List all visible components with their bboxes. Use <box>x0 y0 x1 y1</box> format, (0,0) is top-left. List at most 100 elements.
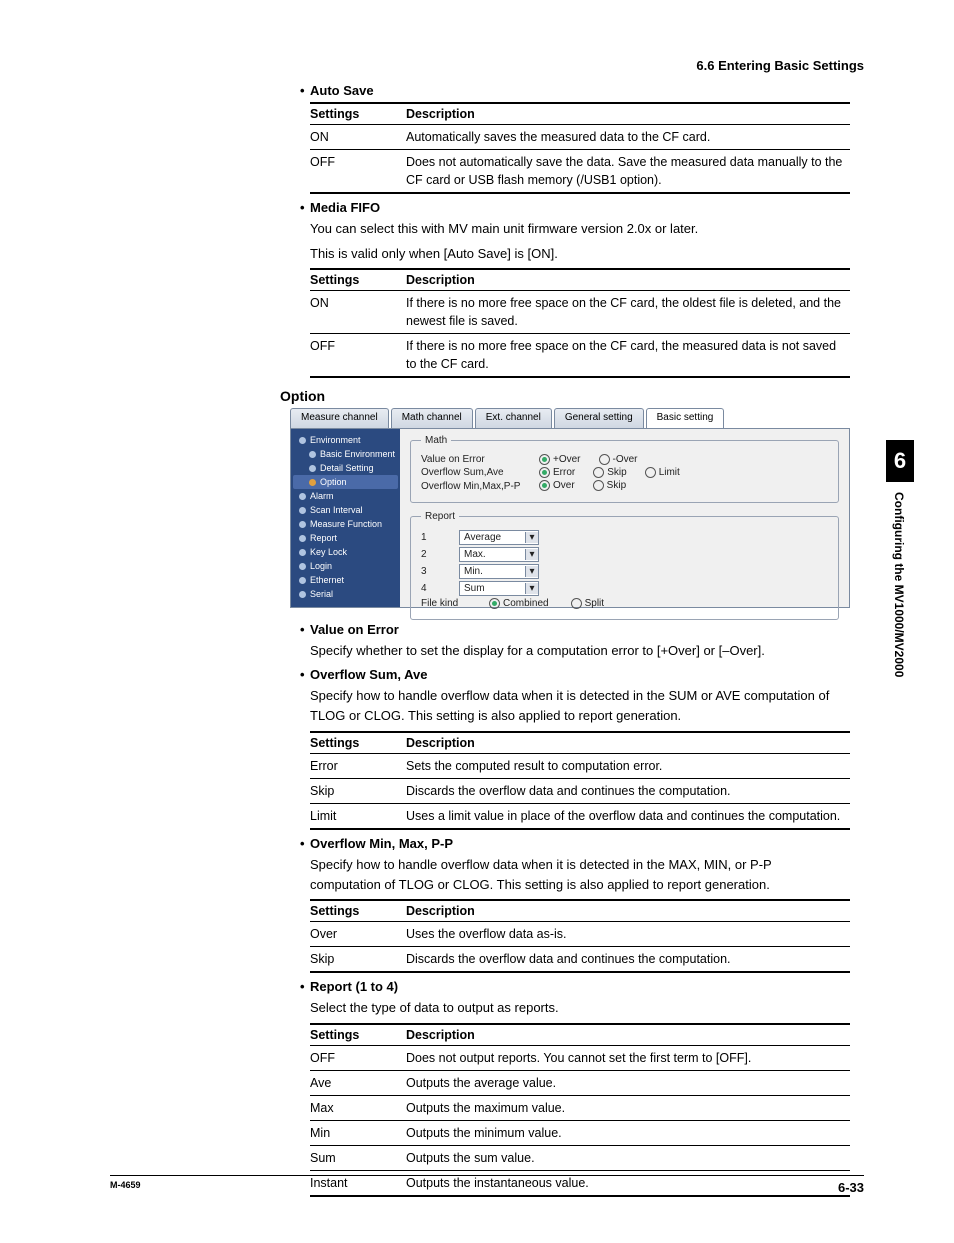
sidebar-item-report[interactable]: Report <box>293 531 398 545</box>
bullet-icon <box>299 437 306 444</box>
radio-icon <box>539 467 550 478</box>
tab-math-channel[interactable]: Math channel <box>391 408 473 428</box>
radio-option[interactable]: Combined <box>489 598 549 609</box>
sidebar: Environment Basic Environment Detail Setti… <box>291 429 400 607</box>
math-row: Value on Error +Over -Over <box>421 454 828 465</box>
radio-option[interactable]: +Over <box>539 454 581 465</box>
report-row: 4 Sum ▾ <box>421 581 828 596</box>
chapter-tab: 6 Configuring the MV1000/MV2000 <box>886 440 914 750</box>
sidebar-item-key-lock[interactable]: Key Lock <box>293 545 398 559</box>
sidebar-item-label: Basic Environment <box>320 449 395 459</box>
bullet-icon <box>299 591 306 598</box>
sidebar-item-environment[interactable]: Environment <box>293 433 398 447</box>
manual-code: M-4659 <box>110 1180 141 1195</box>
sidebar-item-label: Measure Function <box>310 519 382 529</box>
row-label: Overflow Min,Max,P-P <box>421 481 531 492</box>
sidebar-item-login[interactable]: Login <box>293 559 398 573</box>
report14-body: Select the type of data to output as rep… <box>310 998 844 1018</box>
footer: M-4659 6-33 <box>110 1175 864 1195</box>
chevron-down-icon: ▾ <box>525 549 538 560</box>
select-value: Min. <box>464 566 483 577</box>
overflow-sum-body: Specify how to handle overflow data when… <box>310 686 844 726</box>
bullet-icon <box>299 577 306 584</box>
select-value: Sum <box>464 583 485 594</box>
sidebar-item-label: Environment <box>310 435 361 445</box>
radio-icon <box>539 454 550 465</box>
row-label: 1 <box>421 532 451 543</box>
tab-general-setting[interactable]: General setting <box>554 408 644 428</box>
page-number: 6-33 <box>838 1180 864 1195</box>
chapter-title: Configuring the MV1000/MV2000 <box>892 482 906 677</box>
chevron-down-icon: ▾ <box>525 532 538 543</box>
media-fifo-table: SettingsDescription ONIf there is no mor… <box>310 268 850 379</box>
report-select[interactable]: Average▾ <box>459 530 539 545</box>
sidebar-item-alarm[interactable]: Alarm <box>293 489 398 503</box>
sidebar-item-label: Option <box>320 477 347 487</box>
sidebar-item-basic-environment[interactable]: Basic Environment <box>293 447 398 461</box>
header-section: 6.6 Entering Basic Settings <box>110 58 864 73</box>
row-label: Value on Error <box>421 454 531 465</box>
row-label: 2 <box>421 549 451 560</box>
table-cell: Limit <box>310 803 406 829</box>
radio-option[interactable]: Error <box>539 467 575 478</box>
th-description: Description <box>406 103 850 125</box>
sidebar-item-detail-setting[interactable]: Detail Setting <box>293 461 398 475</box>
chevron-down-icon: ▾ <box>525 583 538 594</box>
sidebar-item-label: Detail Setting <box>320 463 374 473</box>
report-select[interactable]: Min. ▾ <box>459 564 539 579</box>
radio-option[interactable]: Over <box>539 480 575 491</box>
radio-option[interactable]: -Over <box>599 454 638 465</box>
sidebar-item-measure-function[interactable]: Measure Function <box>293 517 398 531</box>
report-select[interactable]: Max. ▾ <box>459 547 539 562</box>
file-kind-row: File kindCombinedSplit <box>421 598 828 609</box>
table-cell: ON <box>310 125 406 150</box>
tab-basic-setting[interactable]: Basic setting <box>646 408 725 428</box>
bullet-icon <box>309 451 316 458</box>
report-row: 2 Max. ▾ <box>421 547 828 562</box>
bullet-icon <box>299 507 306 514</box>
table-cell: OFF <box>310 150 406 194</box>
overflow-min-title: •Overflow Min, Max, P-P <box>300 836 864 851</box>
table-cell: OFF <box>310 1045 406 1070</box>
sidebar-item-ethernet[interactable]: Ethernet <box>293 573 398 587</box>
table-cell: If there is no more free space on the CF… <box>406 333 850 377</box>
table-cell: Outputs the minimum value. <box>406 1121 850 1146</box>
table-cell: Sum <box>310 1146 406 1171</box>
math-row: Overflow Sum,AveErrorSkipLimit <box>421 467 828 478</box>
row-label: 3 <box>421 566 451 577</box>
select-value: Max. <box>464 549 486 560</box>
report-row: 1 Average▾ <box>421 530 828 545</box>
bullet-icon <box>309 465 316 472</box>
radio-option[interactable]: Skip <box>593 467 626 478</box>
chapter-number: 6 <box>886 440 914 482</box>
row-label: 4 <box>421 583 451 594</box>
radio-option[interactable]: Limit <box>645 467 680 478</box>
sidebar-item-label: Report <box>310 533 337 543</box>
table-cell: Uses the overflow data as-is. <box>406 922 850 947</box>
sidebar-item-scan-interval[interactable]: Scan Interval <box>293 503 398 517</box>
radio-icon <box>539 480 550 491</box>
bullet-icon <box>299 521 306 528</box>
radio-option[interactable]: Split <box>571 598 604 609</box>
report-select[interactable]: Sum ▾ <box>459 581 539 596</box>
option-screenshot: Measure channelMath channelExt. channelG… <box>290 408 850 608</box>
chevron-down-icon: ▾ <box>525 566 538 577</box>
th-description: Description <box>406 1024 850 1046</box>
tab-measure-channel[interactable]: Measure channel <box>290 408 389 428</box>
sidebar-item-option[interactable]: Option <box>293 475 398 489</box>
table-cell: OFF <box>310 333 406 377</box>
radio-option[interactable]: Skip <box>593 480 626 491</box>
bullet-icon <box>299 493 306 500</box>
sidebar-item-label: Serial <box>310 589 333 599</box>
th-settings: Settings <box>310 732 406 754</box>
media-fifo-p2: This is valid only when [Auto Save] is [… <box>310 244 844 264</box>
sidebar-item-serial[interactable]: Serial <box>293 587 398 601</box>
radio-icon <box>571 598 582 609</box>
auto-save-table: SettingsDescription ONAutomatically save… <box>310 102 850 194</box>
sidebar-item-label: Alarm <box>310 491 334 501</box>
tab-ext-channel[interactable]: Ext. channel <box>475 408 552 428</box>
bullet-icon <box>299 535 306 542</box>
radio-icon <box>599 454 610 465</box>
math-row: Overflow Min,Max,P-P Over Skip <box>421 480 828 491</box>
report-legend: Report <box>421 511 459 522</box>
